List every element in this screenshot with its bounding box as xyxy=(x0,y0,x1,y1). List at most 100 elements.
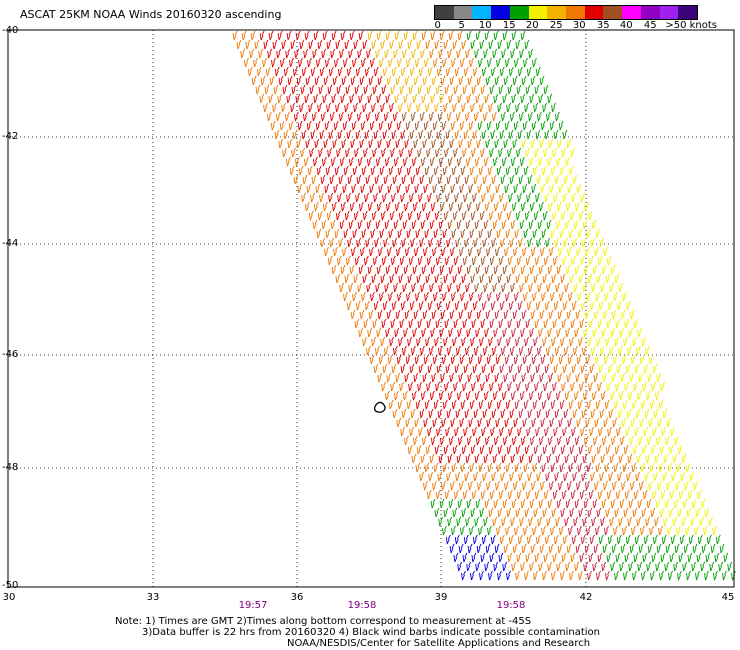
wind-barb xyxy=(447,390,453,401)
wind-barb xyxy=(294,156,300,167)
wind-barb xyxy=(526,534,532,545)
wind-barb xyxy=(686,570,691,581)
wind-barb xyxy=(526,192,532,203)
wind-barb xyxy=(619,561,625,572)
wind-barb xyxy=(558,354,564,365)
wind-barb xyxy=(384,156,390,167)
wind-barb xyxy=(440,75,446,86)
wind-barb xyxy=(562,192,568,203)
wind-barb xyxy=(645,390,651,401)
wind-barb xyxy=(310,129,316,140)
wind-barb xyxy=(416,210,422,221)
wind-barb xyxy=(676,462,682,473)
wind-barb xyxy=(458,309,464,320)
wind-barb xyxy=(362,102,368,113)
wind-barb xyxy=(512,138,518,149)
wind-barb xyxy=(492,48,498,59)
wind-barb xyxy=(587,444,593,455)
wind-barb xyxy=(516,318,522,329)
wind-barb xyxy=(308,39,314,50)
wind-barb xyxy=(670,426,676,437)
wind-barb xyxy=(360,183,366,194)
wind-barb xyxy=(409,66,415,77)
wind-barb xyxy=(390,84,396,95)
wind-barb xyxy=(561,381,567,392)
wind-barb xyxy=(432,417,438,428)
wind-speed-legend: 0 5 10 15 20 25 30 35 40 45 >50 knots xyxy=(434,5,734,37)
wind-barb xyxy=(426,84,432,95)
wind-barb xyxy=(439,264,445,275)
wind-barb xyxy=(321,156,327,167)
legend-label: 20 xyxy=(525,20,539,31)
wind-barb xyxy=(363,147,369,158)
wind-barb xyxy=(317,102,323,113)
wind-barb xyxy=(464,111,470,122)
wind-barb xyxy=(259,30,265,41)
wind-barb xyxy=(517,300,523,311)
wind-barb xyxy=(397,165,403,176)
wind-barb xyxy=(470,102,476,113)
wind-barb xyxy=(427,363,433,374)
wind-barb xyxy=(318,84,324,95)
wind-barb xyxy=(499,534,505,545)
wind-barb xyxy=(462,552,468,563)
wind-barb xyxy=(540,480,545,491)
wind-barb xyxy=(303,156,309,167)
wind-barb xyxy=(549,480,554,491)
wind-barb xyxy=(530,309,536,320)
wind-barb xyxy=(597,318,603,329)
wind-barb xyxy=(307,57,312,68)
wind-barb xyxy=(479,102,485,113)
wind-barb xyxy=(611,372,617,383)
wind-barb xyxy=(413,138,419,149)
wind-barb xyxy=(323,138,329,149)
wind-barb xyxy=(357,156,363,167)
wind-barb xyxy=(578,444,584,455)
wind-barb xyxy=(550,228,556,239)
wind-barb xyxy=(424,462,430,473)
wind-barb xyxy=(481,363,487,374)
wind-barb xyxy=(366,282,372,293)
wind-barb xyxy=(535,426,541,437)
wind-barb xyxy=(465,48,471,59)
wind-barb xyxy=(673,561,679,572)
wind-barb xyxy=(376,264,382,275)
wind-barb xyxy=(446,408,452,419)
wind-barb xyxy=(514,57,519,68)
wind-barb xyxy=(670,534,676,545)
wind-barb xyxy=(528,390,534,401)
wind-barb xyxy=(561,489,567,500)
wind-barb xyxy=(502,264,508,275)
wind-barb xyxy=(574,561,580,572)
wind-barb xyxy=(460,165,466,176)
wind-barb xyxy=(482,345,488,356)
wind-barb xyxy=(451,228,457,239)
wind-barb xyxy=(495,354,501,365)
wind-barb xyxy=(310,192,316,203)
wind-barb xyxy=(506,273,512,284)
wind-barb xyxy=(488,102,494,113)
wind-barb xyxy=(535,534,541,545)
wind-barb xyxy=(380,210,386,221)
wind-barb xyxy=(547,435,553,446)
wind-barb xyxy=(417,318,423,329)
wind-barb xyxy=(583,435,589,446)
wind-barb xyxy=(623,507,629,518)
wind-barb xyxy=(490,534,496,545)
wind-barb xyxy=(406,228,412,239)
wind-barb xyxy=(480,381,486,392)
wind-barb xyxy=(476,138,482,149)
wind-barb xyxy=(604,462,610,473)
wind-barb xyxy=(370,228,376,239)
wind-barb xyxy=(483,453,489,464)
wind-barb xyxy=(344,102,350,113)
wind-barb xyxy=(439,498,445,509)
wind-barb xyxy=(416,273,422,284)
wind-barb xyxy=(460,399,466,410)
wind-barb xyxy=(634,534,640,545)
wind-barb xyxy=(577,399,583,410)
wind-barb xyxy=(346,129,352,140)
wind-barb xyxy=(535,363,541,374)
wind-barb xyxy=(277,30,283,41)
wind-barb xyxy=(475,435,481,446)
